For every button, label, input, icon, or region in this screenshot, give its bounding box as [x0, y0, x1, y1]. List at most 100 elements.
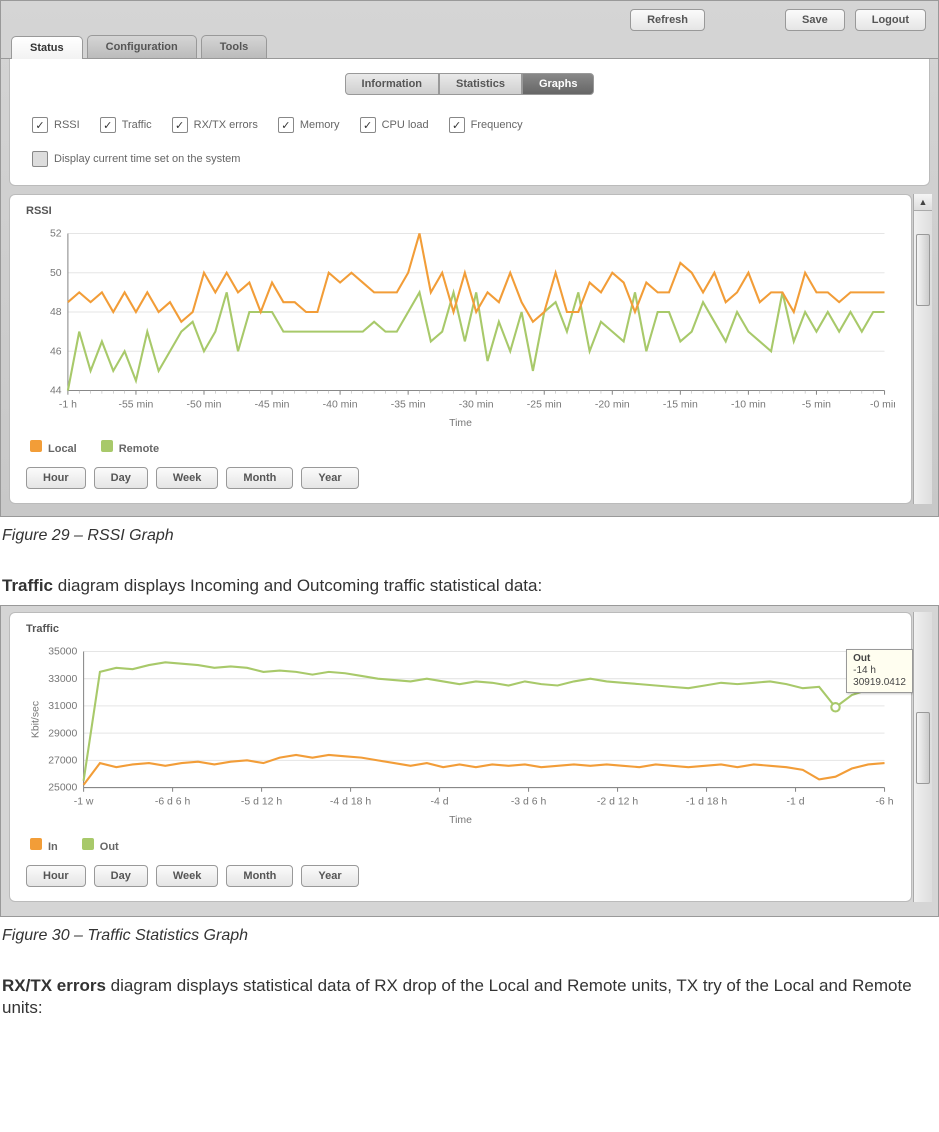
svg-text:-35 min: -35 min	[391, 399, 426, 410]
figure-30-caption: Figure 30 – Traffic Statistics Graph	[2, 927, 937, 945]
svg-text:Time: Time	[449, 418, 472, 429]
traffic-time-month-button[interactable]: Month	[226, 865, 293, 887]
traffic-legend: In Out	[26, 830, 895, 861]
traffic-time-year-button[interactable]: Year	[301, 865, 358, 887]
svg-text:52: 52	[50, 229, 62, 240]
svg-text:-1 h: -1 h	[59, 399, 77, 410]
traffic-chart-title: Traffic	[26, 623, 895, 635]
refresh-button[interactable]: Refresh	[630, 9, 705, 31]
swatch-local-icon	[30, 440, 42, 452]
traffic-chart-box: Traffic 250002700029000310003300035000Kb…	[9, 612, 912, 901]
rssi-chart-box: RSSI 4446485052-1 h-55 min-50 min-45 min…	[9, 194, 912, 504]
check-memory-label: Memory	[300, 119, 340, 131]
svg-text:-6 h: -6 h	[876, 797, 894, 808]
subtab-information[interactable]: Information	[345, 73, 440, 95]
traffic-chart-wrap: Traffic 250002700029000310003300035000Kb…	[9, 612, 930, 901]
swatch-out-icon	[82, 838, 94, 850]
traffic-tooltip: Out -14 h 30919.0412	[846, 649, 913, 693]
svg-text:-5 d 12 h: -5 d 12 h	[241, 797, 282, 808]
check-cpu-label: CPU load	[382, 119, 429, 131]
svg-text:-55 min: -55 min	[119, 399, 154, 410]
svg-text:-5 min: -5 min	[802, 399, 831, 410]
scroll-up-icon[interactable]: ▲	[914, 194, 932, 211]
check-rssi[interactable]: ✓	[32, 117, 48, 133]
traffic-scroll-thumb[interactable]	[916, 712, 930, 784]
check-memory[interactable]: ✓	[278, 117, 294, 133]
tab-tools[interactable]: Tools	[201, 35, 268, 58]
rssi-legend: Local Remote	[26, 432, 895, 463]
svg-text:29000: 29000	[48, 729, 77, 740]
subtab-statistics[interactable]: Statistics	[439, 73, 522, 95]
check-rxtx[interactable]: ✓	[172, 117, 188, 133]
legend-out: Out	[82, 838, 119, 853]
svg-text:44: 44	[50, 386, 62, 397]
svg-text:50: 50	[50, 268, 62, 279]
svg-text:-3 d 6 h: -3 d 6 h	[511, 797, 547, 808]
rxtx-bold: RX/TX errors	[2, 976, 106, 995]
svg-text:48: 48	[50, 307, 62, 318]
tooltip-time: -14 h	[853, 665, 876, 676]
scroll-thumb[interactable]	[916, 234, 930, 306]
tab-configuration[interactable]: Configuration	[87, 35, 197, 58]
traffic-rest: diagram displays Incoming and Outcoming …	[53, 576, 542, 595]
rssi-chart-wrap: RSSI 4446485052-1 h-55 min-50 min-45 min…	[9, 194, 930, 504]
svg-text:-1 d 18 h: -1 d 18 h	[686, 797, 727, 808]
traffic-chart-svg: 250002700029000310003300035000Kbit/sec-1…	[26, 641, 895, 829]
time-month-button[interactable]: Month	[226, 467, 293, 489]
svg-text:-4 d 18 h: -4 d 18 h	[330, 797, 371, 808]
time-year-button[interactable]: Year	[301, 467, 358, 489]
rssi-time-buttons: Hour Day Week Month Year	[26, 463, 895, 491]
save-button[interactable]: Save	[785, 9, 845, 31]
svg-text:-0 min: -0 min	[870, 399, 895, 410]
check-cpu[interactable]: ✓	[360, 117, 376, 133]
svg-text:-4 d: -4 d	[431, 797, 449, 808]
subtab-graphs[interactable]: Graphs	[522, 73, 595, 95]
traffic-time-hour-button[interactable]: Hour	[26, 865, 86, 887]
rssi-chart-title: RSSI	[26, 205, 895, 217]
svg-text:-1 w: -1 w	[74, 797, 94, 808]
svg-text:-25 min: -25 min	[527, 399, 562, 410]
top-button-bar: Refresh Save Logout	[1, 1, 938, 35]
time-day-button[interactable]: Day	[94, 467, 148, 489]
time-hour-button[interactable]: Hour	[26, 467, 86, 489]
rssi-chart-svg: 4446485052-1 h-55 min-50 min-45 min-40 m…	[26, 223, 895, 432]
main-tab-bar: Status Configuration Tools	[1, 35, 938, 59]
traffic-bold: Traffic	[2, 576, 53, 595]
legend-local: Local	[30, 440, 77, 455]
svg-text:31000: 31000	[48, 702, 77, 713]
tab-status[interactable]: Status	[11, 36, 83, 59]
check-freq-label: Frequency	[471, 119, 523, 131]
svg-text:46: 46	[50, 346, 62, 357]
rxtx-rest: diagram displays statistical data of RX …	[2, 976, 912, 1017]
figure-29-caption: Figure 29 – RSSI Graph	[2, 527, 937, 545]
tooltip-value: 30919.0412	[853, 677, 906, 688]
traffic-time-day-button[interactable]: Day	[94, 865, 148, 887]
rssi-screenshot: Refresh Save Logout Status Configuration…	[0, 0, 939, 517]
legend-in: In	[30, 838, 58, 853]
svg-text:-10 min: -10 min	[731, 399, 766, 410]
traffic-time-week-button[interactable]: Week	[156, 865, 219, 887]
svg-text:-45 min: -45 min	[255, 399, 290, 410]
time-week-button[interactable]: Week	[156, 467, 219, 489]
tooltip-series: Out	[853, 653, 870, 664]
check-rxtx-label: RX/TX errors	[194, 119, 258, 131]
rssi-scrollbar[interactable]: ▲	[913, 194, 932, 504]
swatch-in-icon	[30, 838, 42, 850]
svg-text:35000: 35000	[48, 647, 77, 658]
check-freq[interactable]: ✓	[449, 117, 465, 133]
traffic-scrollbar[interactable]	[913, 612, 932, 901]
svg-text:27000: 27000	[48, 756, 77, 767]
svg-text:-30 min: -30 min	[459, 399, 494, 410]
svg-text:25000: 25000	[48, 783, 77, 794]
rxtx-intro-text: RX/TX errors diagram displays statistica…	[2, 975, 937, 1019]
traffic-screenshot: Traffic 250002700029000310003300035000Kb…	[0, 605, 939, 916]
swatch-remote-icon	[101, 440, 113, 452]
svg-text:-15 min: -15 min	[663, 399, 698, 410]
check-display-time[interactable]	[32, 151, 48, 167]
graph-checks-row: ✓RSSI ✓Traffic ✓RX/TX errors ✓Memory ✓CP…	[10, 109, 929, 141]
check-traffic[interactable]: ✓	[100, 117, 116, 133]
logout-button[interactable]: Logout	[855, 9, 926, 31]
svg-text:-40 min: -40 min	[323, 399, 358, 410]
svg-text:-20 min: -20 min	[595, 399, 630, 410]
traffic-intro-text: Traffic diagram displays Incoming and Ou…	[2, 575, 937, 597]
